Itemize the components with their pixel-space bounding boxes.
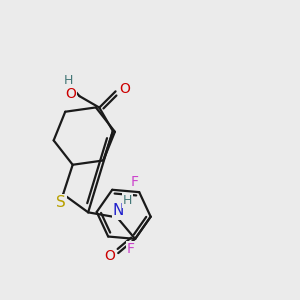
Text: F: F (127, 242, 135, 256)
Text: H: H (63, 74, 73, 87)
Text: O: O (65, 87, 76, 101)
Text: O: O (119, 82, 130, 96)
Text: O: O (104, 249, 115, 263)
Text: H: H (123, 194, 132, 207)
Text: N: N (113, 203, 124, 218)
Text: S: S (56, 195, 66, 210)
Text: F: F (131, 175, 139, 189)
